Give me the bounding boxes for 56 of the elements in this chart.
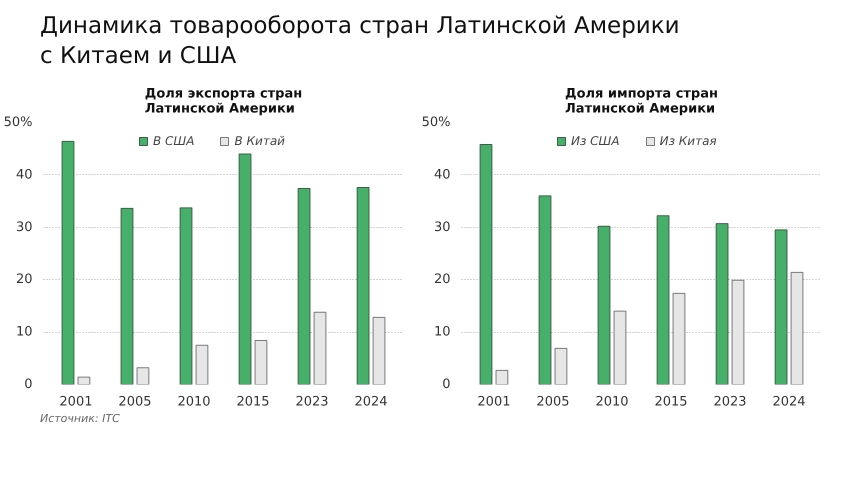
y-tick-label: 0 [24, 377, 33, 392]
y-tick-label: 40 [16, 167, 33, 182]
chart-title: Динамика товарооборота стран Латинской Америки с Китаем и США [40, 12, 680, 71]
x-tick-label: 2010 [595, 394, 629, 410]
bar [78, 376, 90, 384]
legend-label: В Китай [234, 134, 285, 148]
text: Источник: ITC [40, 411, 120, 427]
y-tick-label: 20 [434, 272, 451, 288]
bar [136, 367, 150, 384]
bar [496, 370, 508, 384]
bar [538, 195, 552, 384]
x-tick-label: 2015 [236, 394, 270, 410]
bar [62, 140, 74, 384]
y-tick-label: 50% [422, 115, 451, 130]
x-tick-label: 2005 [536, 394, 570, 410]
bar [238, 153, 252, 384]
x-tick-label: 2023 [713, 394, 747, 410]
y-tick-label: 20 [16, 272, 33, 288]
bar [298, 188, 310, 384]
x-tick-label: 2001 [59, 394, 93, 410]
bar [196, 344, 208, 384]
x-tick-label: 2024 [772, 394, 806, 410]
x-tick-label: 2024 [354, 394, 388, 410]
bar [180, 207, 192, 384]
legend-label: Из Китая [660, 134, 717, 148]
bar [672, 292, 686, 384]
legend-label: Из США [571, 134, 620, 148]
x-tick-label: 2010 [177, 394, 211, 410]
bar [554, 348, 568, 384]
y-tick-label: 10 [434, 324, 451, 340]
y-tick-label: 30 [16, 220, 33, 235]
bar [656, 215, 670, 384]
y-tick-label: 30 [434, 220, 451, 235]
legend-label: В США [153, 134, 194, 148]
chart-subtitle: Доля импорта стран Латинской Америки [565, 86, 718, 116]
y-tick-label: 50% [4, 115, 33, 130]
bar [120, 208, 134, 384]
bar [598, 226, 610, 384]
bar [372, 316, 386, 384]
bar [790, 272, 804, 384]
bar [254, 340, 268, 384]
y-tick-label: 10 [16, 324, 33, 340]
x-tick-label: 2015 [654, 394, 688, 410]
y-tick-label: 0 [442, 377, 451, 392]
bar [732, 280, 744, 384]
chart-subtitle: Доля экспорта стран Латинской Америки [144, 86, 302, 116]
y-tick-label: 40 [434, 167, 451, 182]
bar [356, 186, 370, 384]
x-tick-label: 2005 [118, 394, 152, 410]
bar [774, 229, 788, 384]
x-tick-label: 2023 [295, 394, 329, 410]
bar [716, 223, 728, 384]
bar [314, 312, 326, 384]
x-tick-label: 2001 [477, 394, 511, 410]
bar [614, 310, 626, 384]
bar [480, 144, 492, 384]
